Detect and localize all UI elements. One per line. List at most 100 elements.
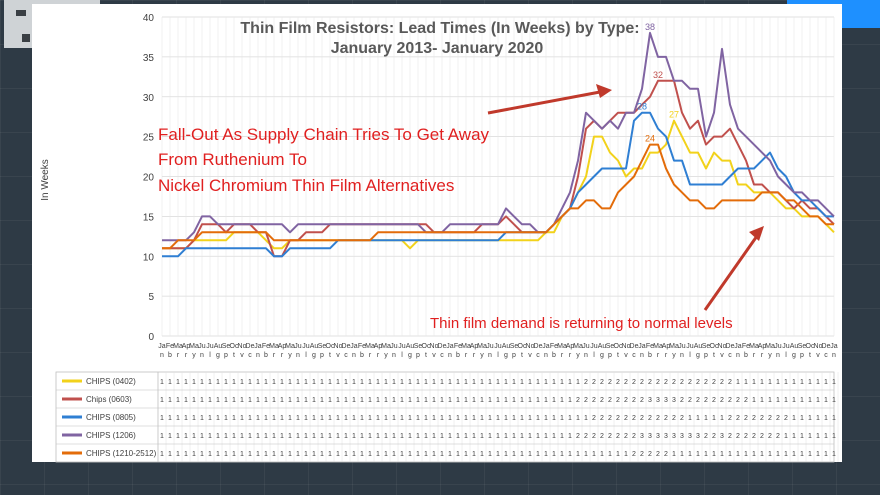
table-cell: 2 [664, 451, 668, 458]
x-tick-label: b [360, 352, 364, 359]
table-cell: 2 [592, 379, 596, 386]
table-cell: 1 [672, 451, 676, 458]
x-tick-label: n [544, 352, 548, 359]
table-cell: 1 [224, 433, 228, 440]
x-tick-label: Ju [198, 343, 206, 350]
table-cell: 1 [824, 415, 828, 422]
x-tick-label: No [526, 343, 535, 350]
x-tick-label: Se [510, 343, 519, 350]
table-cell: 1 [288, 433, 292, 440]
table-cell: 2 [760, 415, 764, 422]
x-tick-label: Fe [358, 343, 366, 350]
table-cell: 1 [320, 451, 324, 458]
x-tick-label: v [240, 352, 244, 359]
x-tick-label: Ja [158, 343, 166, 350]
x-tick-label: Ma [189, 343, 199, 350]
x-tick-label: n [736, 352, 740, 359]
table-cell: 1 [232, 379, 236, 386]
table-cell: 1 [328, 397, 332, 404]
table-cell: 1 [448, 397, 452, 404]
table-cell: 2 [616, 397, 620, 404]
table-cell: 1 [792, 451, 796, 458]
table-cell: 3 [696, 433, 700, 440]
table-cell: 1 [808, 397, 812, 404]
table-cell: 1 [400, 415, 404, 422]
table-cell: 1 [760, 451, 764, 458]
table-cell: 1 [320, 397, 324, 404]
table-cell: 1 [384, 397, 388, 404]
table-cell: 1 [200, 451, 204, 458]
table-cell: 2 [680, 379, 684, 386]
table-cell: 2 [624, 379, 628, 386]
table-cell: 1 [328, 379, 332, 386]
x-tick-label: Ma [669, 343, 679, 350]
table-cell: 1 [480, 451, 484, 458]
table-cell: 2 [632, 379, 636, 386]
table-cell: 1 [240, 415, 244, 422]
x-tick-label: Ap [470, 343, 479, 350]
x-tick-label: Ju [678, 343, 686, 350]
x-tick-label: Ju [782, 343, 790, 350]
series-line [162, 31, 835, 242]
x-tick-label: r [377, 352, 380, 359]
table-cell: 1 [816, 379, 820, 386]
table-cell: 1 [160, 451, 164, 458]
table-cell: 1 [776, 451, 780, 458]
table-cell: 2 [736, 397, 740, 404]
table-cell: 2 [680, 415, 684, 422]
table-cell: 2 [608, 379, 612, 386]
table-cell: 1 [512, 415, 516, 422]
x-tick-label: t [329, 352, 331, 359]
table-cell: 1 [352, 433, 356, 440]
x-tick-label: Ap [566, 343, 575, 350]
annotation-fallout-line-3: Nickel Chromium Thin Film Alternatives [158, 176, 454, 195]
table-cell: 3 [672, 433, 676, 440]
table-cell: 1 [184, 451, 188, 458]
table-cell: 1 [352, 397, 356, 404]
table-cell: 1 [360, 415, 364, 422]
table-cell: 1 [192, 397, 196, 404]
table-cell: 1 [768, 379, 772, 386]
table-cell: 1 [408, 379, 412, 386]
table-cell: 1 [792, 415, 796, 422]
table-cell: 2 [688, 397, 692, 404]
table-cell: 1 [728, 451, 732, 458]
x-tick-label: r [465, 352, 468, 359]
x-tick-label: p [704, 352, 708, 359]
table-cell: 1 [280, 397, 284, 404]
x-tick-label: t [521, 352, 523, 359]
table-cell: 2 [768, 433, 772, 440]
x-tick-label: y [384, 352, 388, 359]
table-cell: 2 [584, 397, 588, 404]
table-cell: 1 [528, 379, 532, 386]
table-cell: 1 [528, 415, 532, 422]
annotation-fallout-line-2: From Ruthenium To [158, 150, 307, 169]
table-cell: 1 [800, 451, 804, 458]
table-cell: 1 [400, 433, 404, 440]
table-cell: 1 [272, 379, 276, 386]
x-tick-label: l [785, 352, 787, 359]
x-tick-label: l [689, 352, 691, 359]
table-cell: 1 [464, 451, 468, 458]
table-cell: 1 [760, 397, 764, 404]
x-tick-label: Se [222, 343, 231, 350]
table-cell: 2 [664, 379, 668, 386]
table-cell: 3 [664, 433, 668, 440]
table-cell: 1 [176, 433, 180, 440]
x-tick-label: No [430, 343, 439, 350]
x-tick-label: De [438, 343, 447, 350]
table-cell: 1 [520, 451, 524, 458]
table-cell: 1 [464, 433, 468, 440]
x-tick-label: n [256, 352, 260, 359]
table-cell: 1 [408, 451, 412, 458]
x-tick-label: g [792, 352, 796, 359]
x-tick-label: Ma [653, 343, 663, 350]
x-tick-label: No [718, 343, 727, 350]
table-cell: 1 [344, 415, 348, 422]
table-cell: 1 [392, 397, 396, 404]
table-cell: 1 [240, 451, 244, 458]
table-cell: 1 [552, 433, 556, 440]
table-cell: 1 [816, 415, 820, 422]
x-tick-label: c [536, 352, 540, 359]
table-cell: 1 [432, 397, 436, 404]
